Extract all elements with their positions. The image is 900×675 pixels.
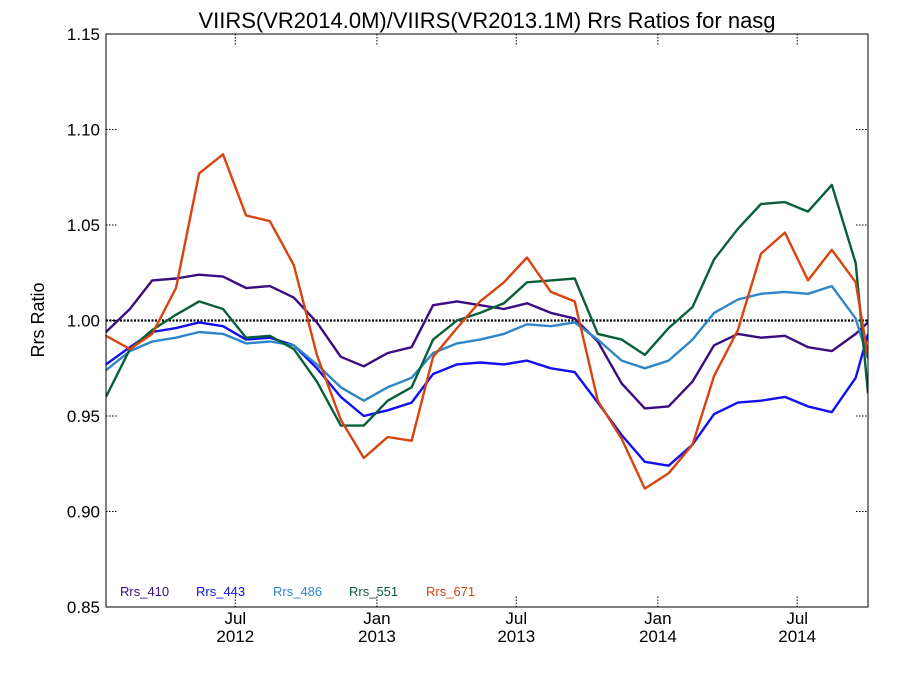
x-tick-label-month: Jul [505, 609, 527, 628]
x-tick-label-month: Jan [363, 609, 390, 628]
y-tick-label: 1.05 [67, 216, 100, 235]
x-tick-label-year: 2014 [778, 627, 816, 646]
series-line-rrs-671 [106, 153, 868, 490]
plot-area: 0.850.900.951.001.051.101.15Jul2012Jan20… [67, 25, 868, 646]
series-line-rrs-551 [106, 183, 868, 427]
y-tick-label: 1.15 [67, 25, 100, 44]
plot-frame [105, 33, 869, 608]
x-tick-label-month: Jul [224, 609, 246, 628]
y-tick-label: 1.00 [67, 312, 100, 331]
legend-entry-rrs-671: Rrs_671 [426, 584, 475, 599]
series-line-rrs-486 [106, 284, 868, 402]
legend-entry-rrs-486: Rrs_486 [273, 584, 322, 599]
y-tick-label: 0.95 [67, 407, 100, 426]
x-tick-label-year: 2014 [639, 627, 677, 646]
legend-entry-rrs-551: Rrs_551 [349, 584, 398, 599]
series-line-rrs-443 [106, 321, 868, 467]
y-tick-label: 1.10 [67, 121, 100, 140]
chart-title: VIIRS(VR2014.0M)/VIIRS(VR2013.1M) Rrs Ra… [198, 8, 775, 33]
x-tick-label-month: Jan [644, 609, 671, 628]
y-axis-label: Rrs Ratio [28, 282, 48, 357]
legend-entry-rrs-410: Rrs_410 [120, 584, 169, 599]
x-tick-label-year: 2012 [216, 627, 254, 646]
x-tick-label-year: 2013 [497, 627, 535, 646]
legend-entry-rrs-443: Rrs_443 [196, 584, 245, 599]
x-tick-label-month: Jul [786, 609, 808, 628]
y-tick-label: 0.90 [67, 503, 100, 522]
x-tick-label-year: 2013 [358, 627, 396, 646]
y-tick-label: 0.85 [67, 598, 100, 617]
